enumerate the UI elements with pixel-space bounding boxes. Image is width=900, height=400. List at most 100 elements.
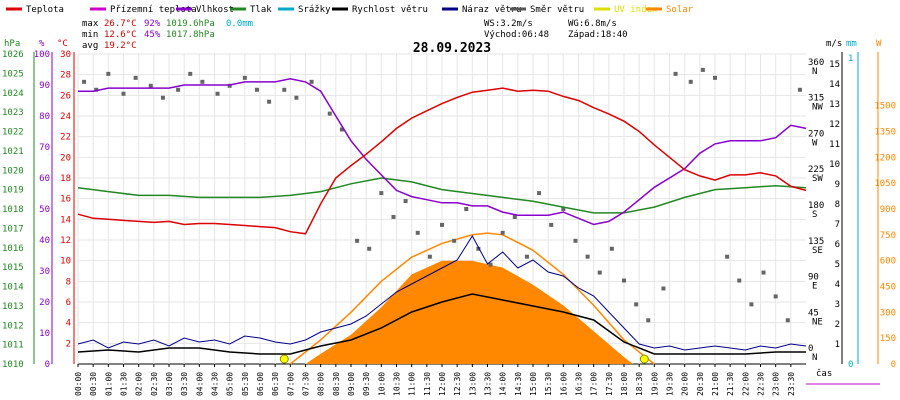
tick-label-temp: 8: [66, 277, 71, 287]
tick-label-dir: 315: [808, 94, 824, 104]
tick-label-hpa: 1012: [2, 321, 24, 331]
tick-label-ms: 3: [835, 300, 840, 310]
tick-label-ms: 10: [829, 160, 840, 170]
tick-label-dir-name: S: [812, 210, 817, 220]
chart-title: 28.09.2023: [413, 41, 491, 56]
legend-label: Rychlost větru: [352, 5, 428, 15]
tick-label-dir: 225: [808, 165, 824, 175]
tick-label-time: 23:30: [787, 372, 796, 396]
wind-dir-point: [121, 91, 126, 96]
tick-label-ms: 4: [835, 280, 840, 290]
tick-label-ms: 15: [829, 60, 840, 70]
axes: hPa% °C m/s mm W1010101110121013101410151016…: [2, 39, 896, 396]
tick-label-hpa: 1024: [2, 89, 24, 99]
tick-label-pct: 50: [39, 205, 50, 215]
wind-dir-point: [427, 254, 432, 259]
tick-label-time: 19:30: [666, 372, 675, 396]
stat-max-hum: 92%: [144, 19, 161, 29]
tick-label-hpa: 1016: [2, 244, 24, 254]
wind-dir-point: [476, 246, 481, 251]
wind-dir-point: [797, 87, 802, 92]
tick-label-dir: 135: [808, 237, 824, 247]
tick-label-temp: 24: [60, 112, 71, 122]
wind-dir-point: [773, 294, 778, 299]
legend-label: Teplota: [26, 5, 64, 15]
axis-unit-time: čas: [816, 368, 832, 379]
wind-dir-point: [148, 83, 153, 88]
wind-dir-point: [609, 246, 614, 251]
legend-label: Přízemní teplota: [110, 5, 197, 15]
wind-gust-line: [77, 235, 807, 351]
tick-label-hpa: 1011: [2, 341, 24, 351]
tick-label-mm: 0: [848, 360, 853, 370]
wind-dir-point: [339, 127, 344, 132]
tick-label-ms: 2: [835, 320, 840, 330]
tick-label-dir: 90: [808, 273, 819, 283]
legend: Teplota Přízemní teplota Vlhkost Tlak Srážky…: [6, 5, 694, 15]
tick-label-dir: 360: [808, 58, 824, 68]
wind-dir-point: [737, 278, 742, 283]
wind-dir-point: [391, 214, 396, 219]
tick-label-temp: 26: [60, 91, 71, 101]
tick-label-time: 02:00: [135, 372, 144, 396]
tick-label-time: 20:00: [681, 372, 690, 396]
tick-label-time: 09:30: [362, 372, 371, 396]
wind-dir-point: [500, 230, 505, 235]
wind-dir-point: [200, 79, 205, 84]
wind-dir-point: [561, 207, 566, 211]
wind-dir-point: [403, 199, 408, 204]
tick-label-dir-name: N: [812, 67, 817, 77]
tick-label-time: 15:30: [544, 372, 553, 396]
wind-dir-point: [452, 238, 457, 243]
tick-label-time: 17:00: [590, 372, 599, 396]
wind-dir-point: [597, 270, 602, 275]
tick-label-dir-name: W: [812, 138, 818, 148]
wind-dir-point: [160, 95, 165, 100]
wind-dir-point: [785, 318, 790, 323]
tick-label-time: 00:30: [89, 372, 98, 396]
wind-dir-point: [133, 75, 138, 80]
tick-label-temp: 2: [66, 339, 71, 349]
stat-max-rain: 0.0mm: [226, 19, 253, 29]
tick-label-time: 19:00: [650, 372, 659, 396]
axis-unit-w: W: [876, 39, 882, 49]
wind-dir-point: [646, 318, 651, 323]
tick-label-time: 10:00: [377, 372, 386, 396]
tick-label-time: 14:00: [499, 372, 508, 396]
wind-dir-point: [713, 75, 717, 80]
temperature-line: [77, 87, 807, 235]
wind-dir-point: [573, 238, 578, 243]
tick-label-w: 600: [880, 257, 896, 267]
axis-unit-pct: %: [39, 39, 45, 49]
wind-dir-point: [634, 302, 639, 307]
tick-label-w: 900: [880, 205, 896, 215]
tick-label-time: 21:00: [711, 372, 720, 396]
tick-label-w: 1050: [874, 179, 896, 189]
tick-label-hpa: 1023: [2, 108, 24, 118]
tick-label-ms: 11: [829, 140, 840, 150]
wind-dir-point: [725, 254, 730, 259]
tick-label-w: 300: [880, 308, 896, 318]
tick-label-dir-name: SE: [812, 246, 823, 256]
legend-label: Náraz větru: [462, 5, 522, 15]
stat-avg-temp: 19.2°C: [104, 41, 137, 51]
tick-label-pct: 80: [39, 112, 50, 122]
tick-label-time: 15:00: [529, 372, 538, 396]
tick-label-pct: 10: [39, 329, 50, 339]
wind-dir-point: [464, 207, 469, 211]
tick-label-dir-name: NW: [812, 103, 823, 113]
wind-dir-point: [254, 87, 259, 92]
tick-label-pct: 40: [39, 236, 50, 246]
wind-dir-point: [673, 71, 678, 76]
tick-label-time: 23:00: [772, 372, 781, 396]
wind-dir-point: [524, 254, 529, 259]
tick-label-time: 08:30: [332, 372, 341, 396]
stat-min-hum: 45%: [144, 30, 161, 40]
tick-label-dir: 0: [808, 344, 813, 354]
stat-avg-label: avg: [82, 41, 98, 51]
tick-label-time: 09:00: [347, 372, 356, 396]
tick-label-time: 08:00: [317, 372, 326, 396]
stat-min-temp: 12.6°C: [104, 30, 137, 40]
wind-dir-point: [688, 79, 693, 84]
